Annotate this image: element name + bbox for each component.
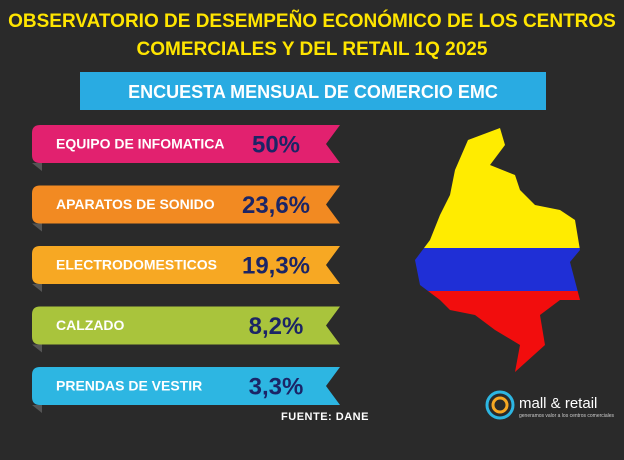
map-blue bbox=[415, 248, 580, 291]
item-value: 19,3% bbox=[242, 252, 310, 279]
ribbon-fold bbox=[32, 223, 42, 232]
item-label: ELECTRODOMESTICOS bbox=[56, 257, 217, 273]
item-label: EQUIPO DE INFOMATICA bbox=[56, 136, 225, 152]
ribbon bbox=[32, 246, 340, 284]
banner-text: ENCUESTA MENSUAL DE COMERCIO EMC bbox=[128, 82, 498, 102]
source: FUENTE: DANE bbox=[281, 411, 369, 423]
item-label: APARATOS DE SONIDO bbox=[56, 196, 215, 212]
logo-tagline: generamos valor a los centros comerciale… bbox=[519, 413, 615, 419]
ribbon-fold bbox=[32, 163, 42, 171]
ribbon bbox=[32, 367, 340, 405]
item-value: 8,2% bbox=[249, 313, 304, 340]
item-value: 23,6% bbox=[242, 192, 310, 219]
ribbon bbox=[32, 306, 340, 345]
banner bbox=[80, 72, 546, 110]
title-line: COMERCIALES Y DEL RETAIL 1Q 2025 bbox=[137, 39, 488, 60]
logo-name: mall & retail bbox=[519, 395, 597, 412]
item-label: PRENDAS DE VESTIR bbox=[56, 378, 202, 394]
logo-icon bbox=[485, 390, 515, 420]
ribbon-fold bbox=[32, 405, 42, 413]
ribbon bbox=[32, 125, 340, 163]
item-value: 50% bbox=[252, 131, 300, 158]
item-label: CALZADO bbox=[56, 317, 125, 333]
item-value: 3,3% bbox=[249, 373, 304, 400]
logo-icon bbox=[491, 396, 509, 414]
ribbon-fold bbox=[32, 284, 42, 292]
ribbon bbox=[32, 185, 340, 224]
title-line: OBSERVATORIO DE DESEMPEÑO ECONÓMICO DE L… bbox=[8, 10, 616, 32]
ribbon-fold bbox=[32, 344, 42, 353]
item-list: EQUIPO DE INFOMATICA 50% APARATOS DE SONID… bbox=[32, 125, 340, 413]
